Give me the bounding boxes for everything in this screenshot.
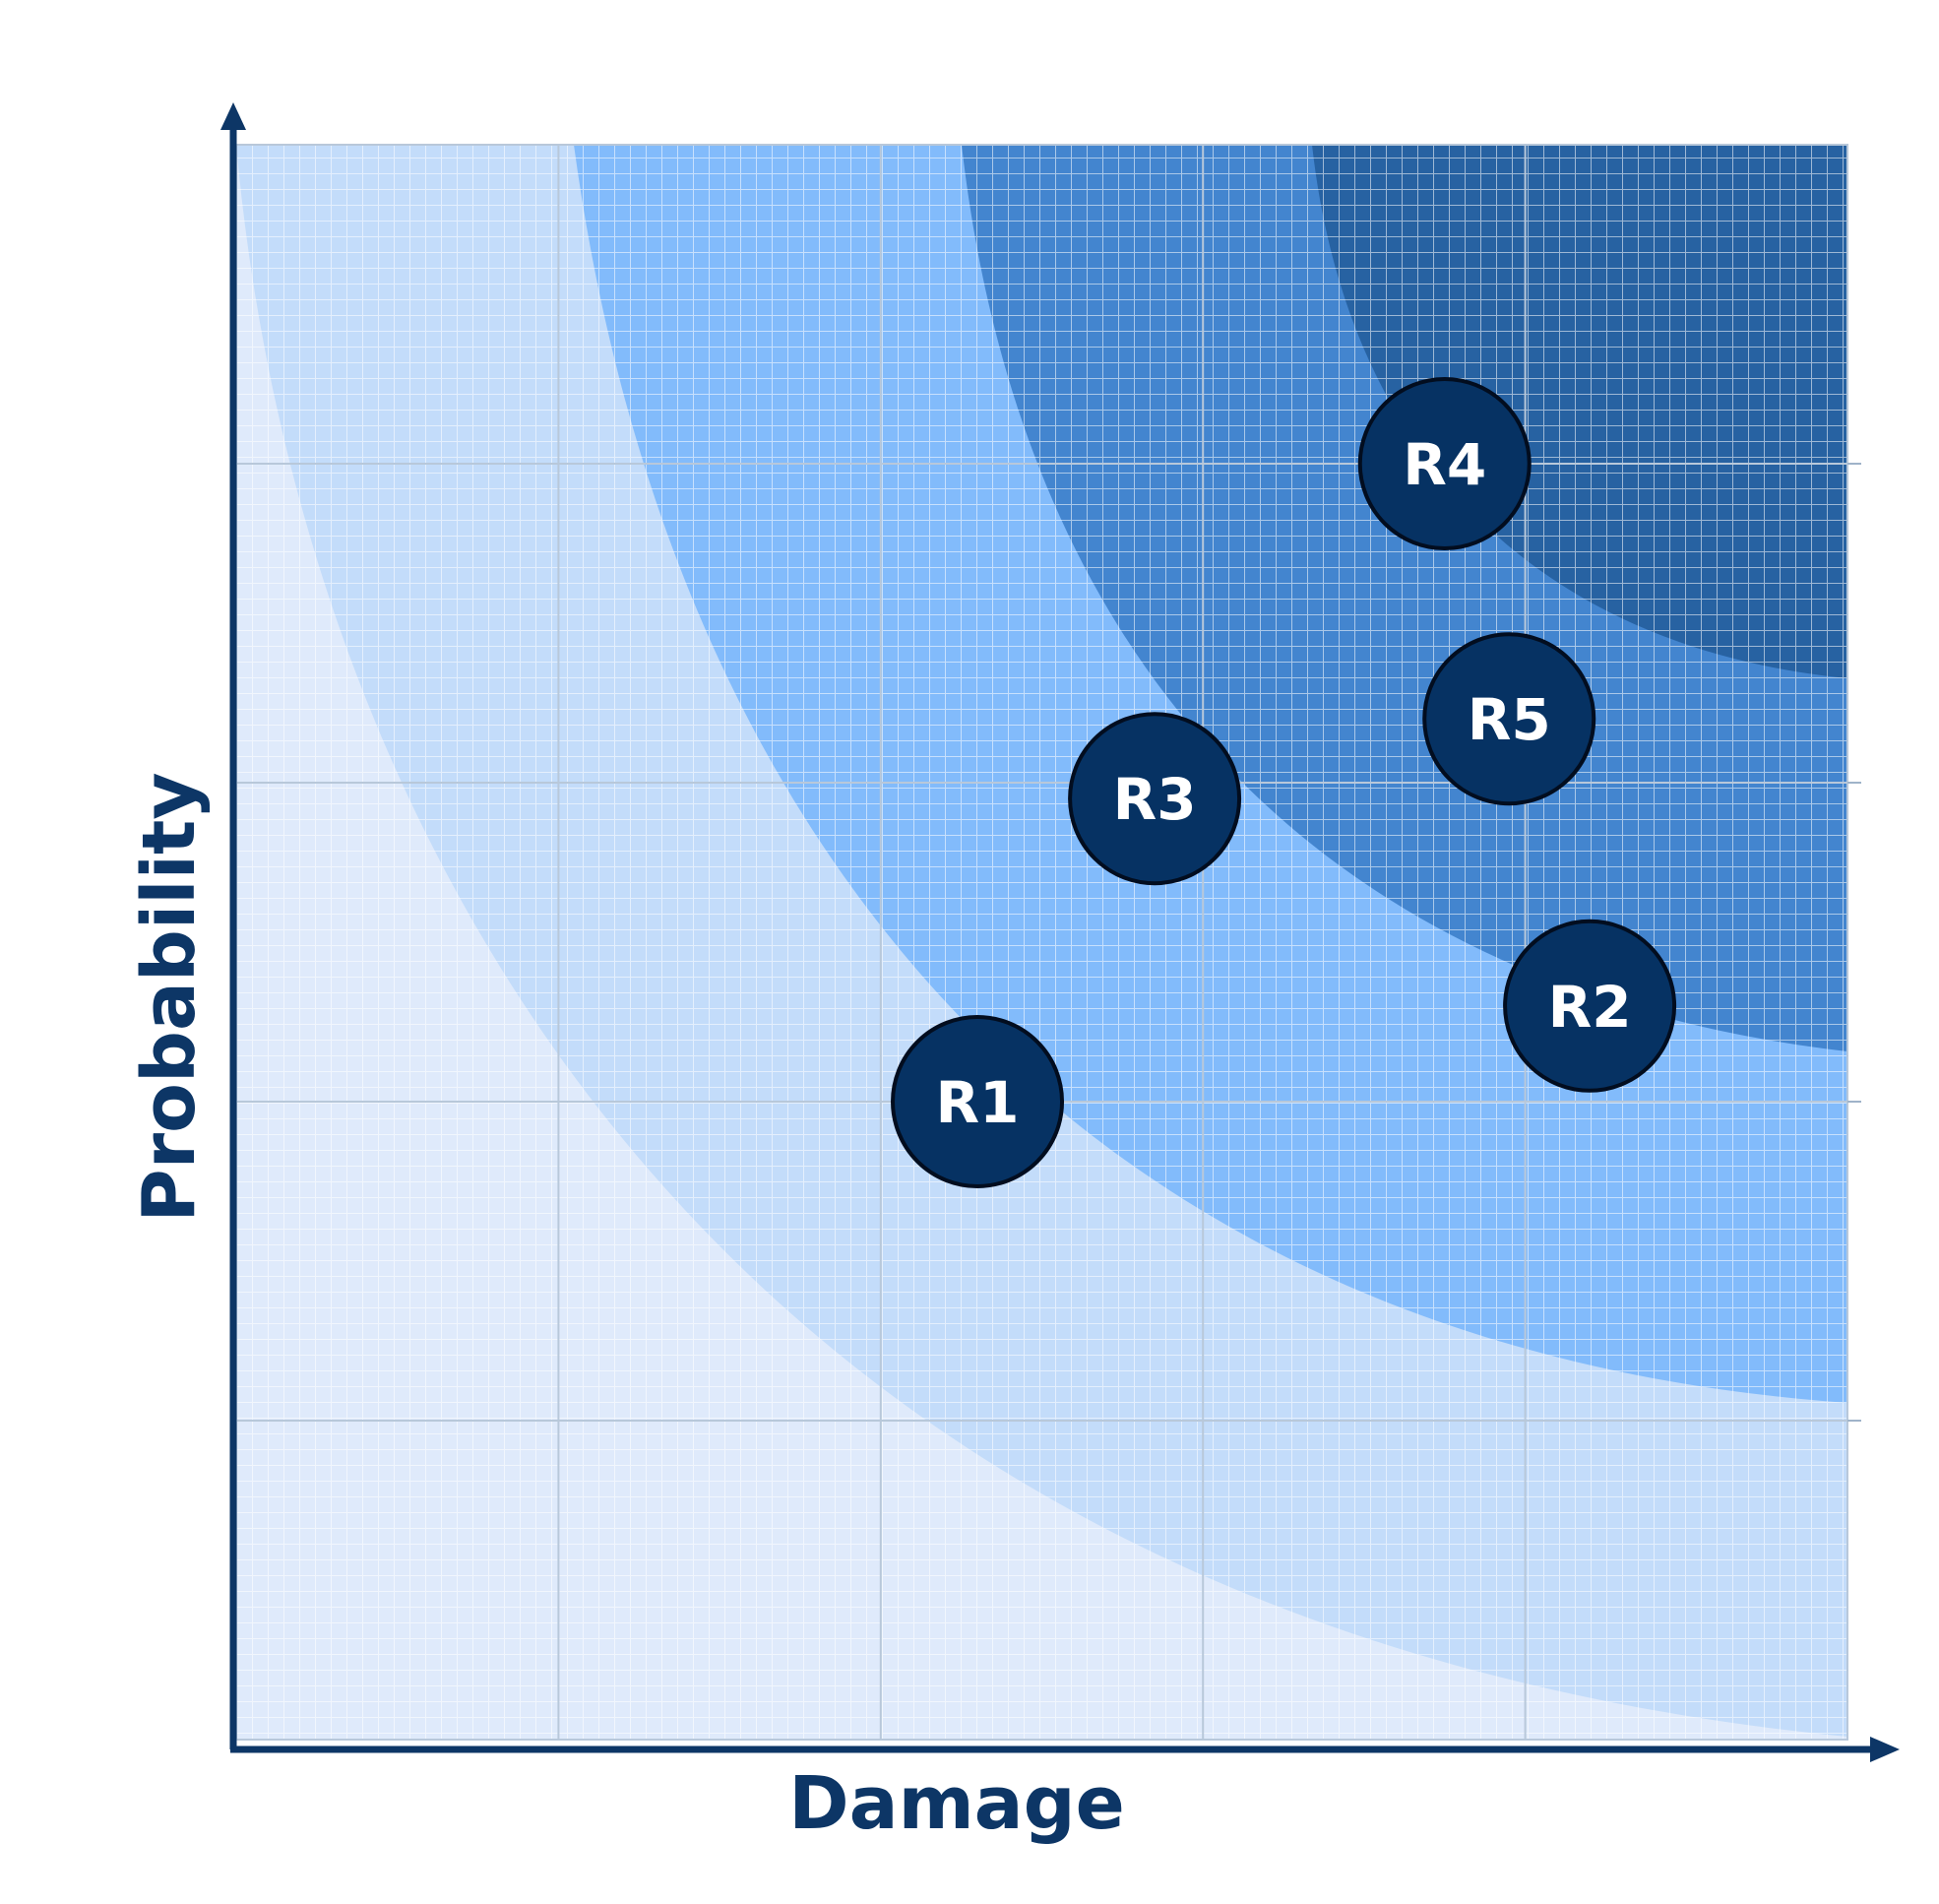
y-axis-arrow [220, 102, 246, 130]
marker-circle [1068, 712, 1242, 886]
marker-label: R5 [1468, 686, 1551, 753]
marker-circle [891, 1015, 1065, 1188]
y-axis-label: Probability [127, 772, 212, 1222]
risk-marker-r3: R3 [1068, 712, 1242, 886]
x-axis-arrow [1870, 1737, 1900, 1762]
marker-circle [1357, 377, 1532, 550]
risk-marker-r4: R4 [1357, 377, 1532, 550]
risk-marker-r5: R5 [1422, 632, 1596, 806]
risk-markers: R1 R2 R3 R4 R5 [891, 377, 1677, 1188]
right-tick-marks [1847, 463, 1861, 1422]
marker-label: R1 [936, 1069, 1020, 1136]
marker-label: R4 [1403, 431, 1486, 498]
x-axis-label: Damage [788, 1761, 1125, 1846]
marker-circle [1422, 632, 1596, 806]
risk-marker-r2: R2 [1503, 919, 1677, 1093]
axes [220, 102, 1900, 1762]
marker-label: R3 [1113, 766, 1197, 833]
risk-marker-r1: R1 [891, 1015, 1065, 1188]
marker-label: R2 [1548, 974, 1632, 1041]
marker-circle [1503, 919, 1677, 1093]
